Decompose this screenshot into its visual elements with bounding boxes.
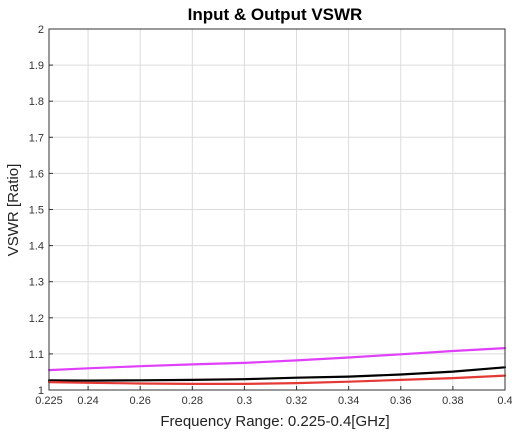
y-tick-label: 1 xyxy=(38,385,44,397)
y-tick-label: 1.2 xyxy=(29,313,44,325)
y-axis-label: VSWR [Ratio] xyxy=(5,164,22,257)
grid-layer xyxy=(48,28,506,391)
series-line-1 xyxy=(47,347,507,372)
x-tick-label: 0.24 xyxy=(77,395,98,407)
series-layer xyxy=(47,347,507,385)
x-tick-label: 0.32 xyxy=(286,395,307,407)
y-tick-label: 2 xyxy=(38,24,44,36)
x-tick-label: 0.34 xyxy=(338,395,359,407)
series-line-3 xyxy=(47,374,507,385)
y-tick-label: 1.7 xyxy=(29,132,44,144)
y-tick-label: 1.8 xyxy=(29,96,44,108)
chart-title: Input & Output VSWR xyxy=(188,5,363,24)
y-tick-label: 1.1 xyxy=(29,349,44,361)
tick-layer: 0.225 0.24 0.26 0.28 0.3 0.32 0.34 0.36 0.38 0.4 1… xyxy=(29,24,512,407)
x-tick-label: 0.28 xyxy=(182,395,203,407)
y-tick-label: 1.3 xyxy=(29,277,44,289)
y-tick-label: 1.4 xyxy=(29,241,44,253)
series-line-2 xyxy=(47,366,507,382)
y-tick-label: 1.5 xyxy=(29,205,44,217)
x-tick-label: 0.36 xyxy=(390,395,411,407)
x-tick-label: 0.225 xyxy=(35,395,63,407)
x-axis-label: Frequency Range: 0.225-0.4[GHz] xyxy=(160,413,389,430)
x-tick-label: 0.38 xyxy=(442,395,463,407)
x-tick-label: 0.3 xyxy=(237,395,252,407)
x-tick-label: 0.4 xyxy=(497,395,512,407)
y-tick-label: 1.6 xyxy=(29,168,44,180)
x-tick-label: 0.26 xyxy=(129,395,150,407)
y-tick-label: 1.9 xyxy=(29,60,44,72)
